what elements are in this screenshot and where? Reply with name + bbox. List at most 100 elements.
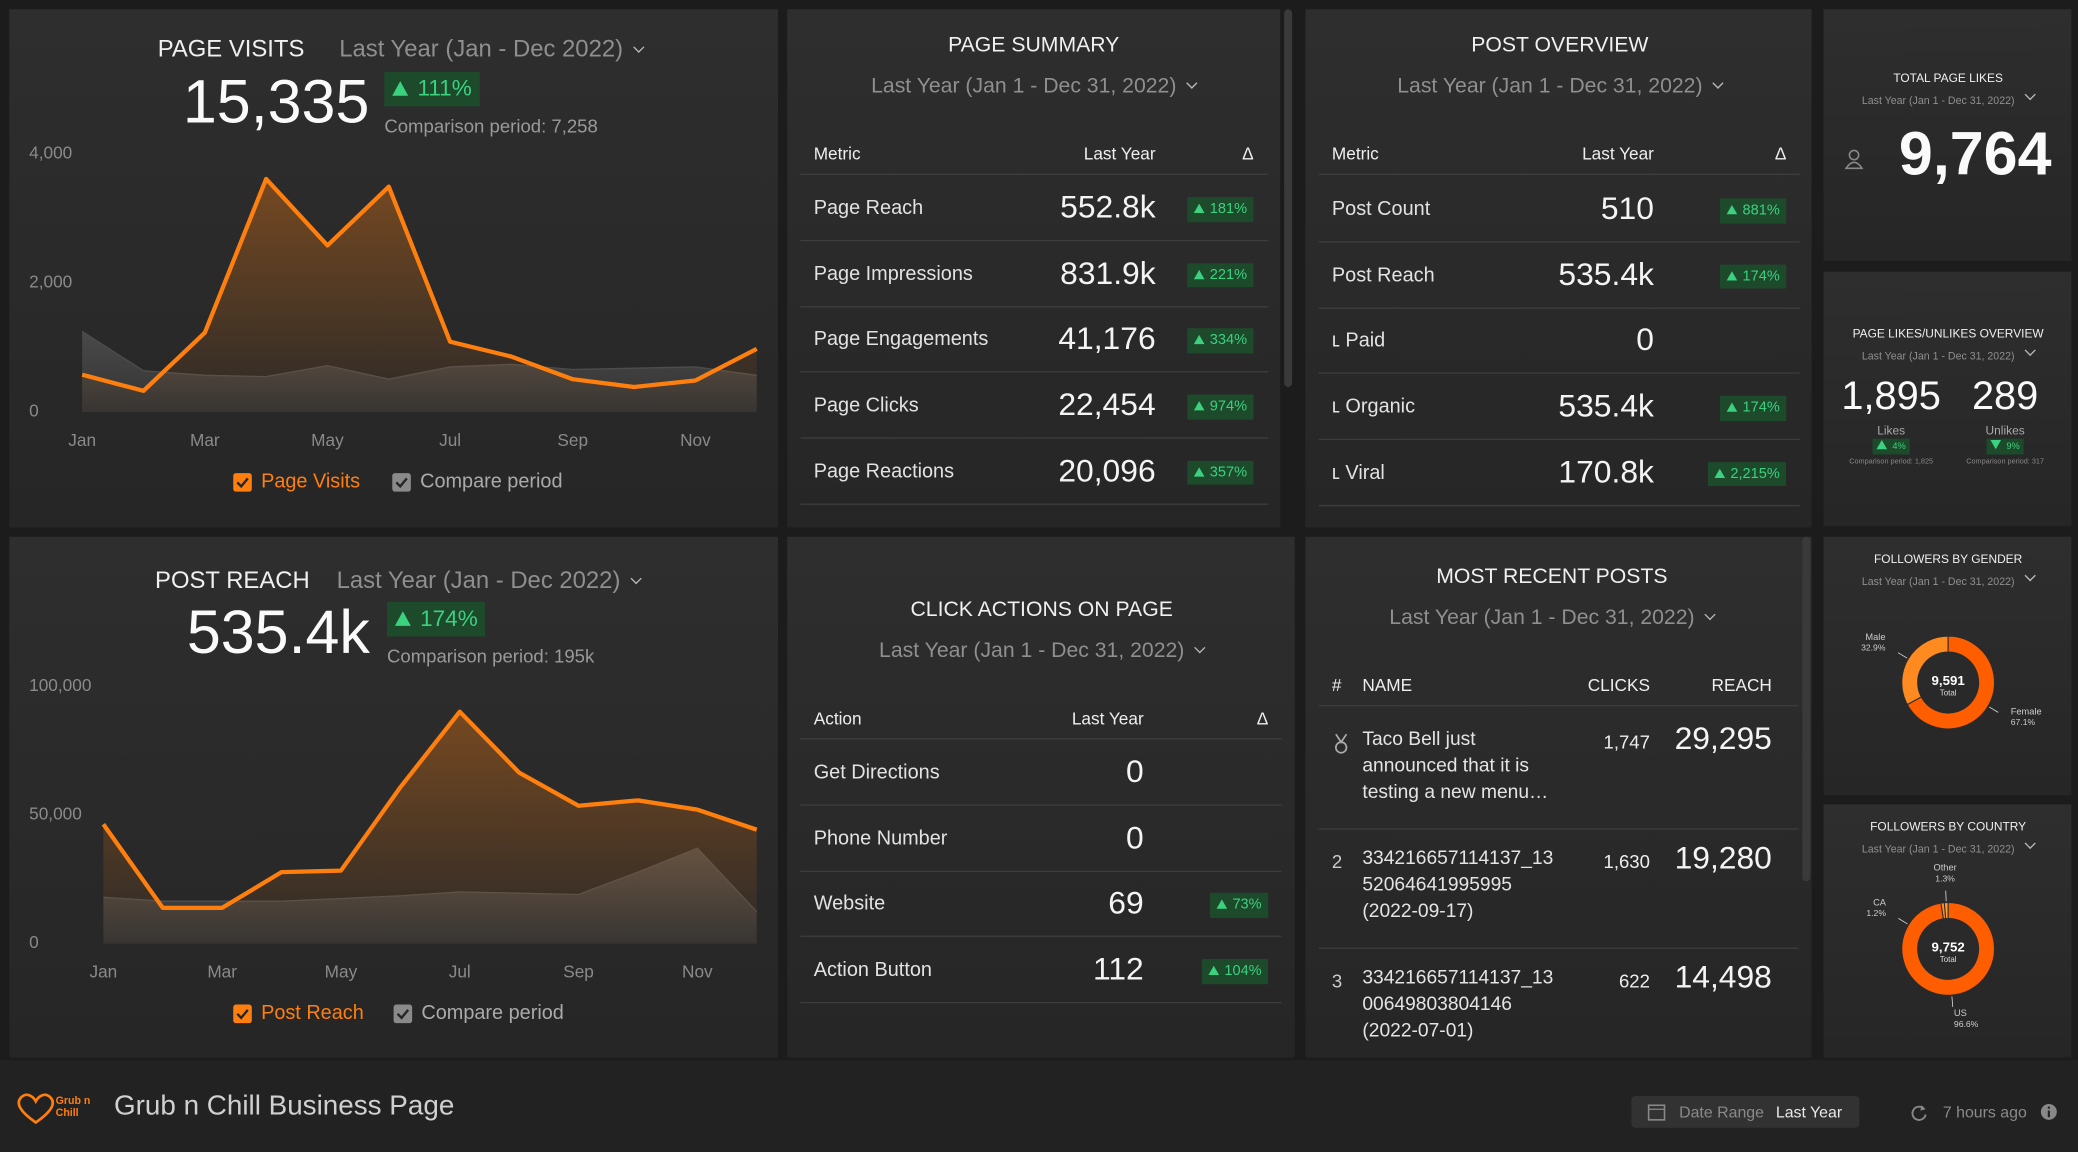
post-reach: 29,295 — [1674, 721, 1772, 757]
column-header: Action — [813, 708, 862, 729]
date-selector[interactable]: Last Year (Jan 1 - Dec 31, 2022) — [879, 640, 1204, 664]
info-icon[interactable] — [2040, 1103, 2059, 1122]
row-value: 552.8k — [1060, 189, 1156, 226]
slice-value: 67.1% — [2011, 717, 2036, 727]
y-tick-label: 100,000 — [29, 675, 91, 695]
column-header: Δ — [1242, 143, 1254, 164]
date-selector[interactable]: Last Year (Jan 1 - Dec 31, 2022) — [1389, 607, 1714, 631]
row-label: Phone Number — [813, 827, 948, 850]
separator — [1318, 828, 1799, 830]
date-range-value[interactable]: Last Year — [1775, 1102, 1843, 1122]
date-selector[interactable]: Last Year (Jan 1 - Dec 31, 2022) — [1862, 576, 2035, 588]
change-badge: 4% — [1872, 438, 1910, 455]
row-label: ʟ Organic — [1331, 395, 1416, 419]
footer: Grub n Chill Grub n Chill Business Page Da… — [0, 1060, 2078, 1152]
x-tick-label: Nov — [682, 961, 713, 981]
x-tick-label: Mar — [207, 961, 237, 981]
x-tick-label: Nov — [680, 430, 711, 450]
x-tick-label: Jul — [439, 430, 461, 450]
post-name: Taco Bell just announced that it is test… — [1362, 728, 1549, 804]
last-updated: 7 hours ago — [1942, 1102, 2027, 1122]
kpi-value: 289 — [1971, 374, 2039, 419]
date-range-button[interactable] — [1631, 1095, 1860, 1128]
row-label: ʟ Paid — [1331, 329, 1386, 353]
date-selector[interactable]: Last Year (Jan - Dec 2022) — [339, 35, 643, 62]
slice-label: CA — [1873, 897, 1887, 907]
date-selector[interactable]: Last Year (Jan 1 - Dec 31, 2022) — [1862, 843, 2035, 855]
post-name: 334216657114137_1352064641995995 (2022-0… — [1362, 848, 1554, 923]
legend-label: Page Visits — [261, 471, 360, 493]
page-visits-widget: PAGE VISITS Last Year (Jan - Dec 2022) 15,… — [9, 9, 778, 528]
brand-logo: Grub n Chill — [55, 1094, 91, 1119]
kpi-value: 9,764 — [1898, 118, 2052, 188]
slice-value: 96.6% — [1954, 1019, 1979, 1029]
column-header: Metric — [813, 143, 861, 164]
separator — [1318, 947, 1799, 949]
post-reach: 14,498 — [1674, 959, 1772, 996]
date-selector[interactable]: Last Year (Jan - Dec 2022) — [337, 567, 641, 594]
separator — [1318, 438, 1800, 441]
y-tick-label: 0 — [29, 401, 39, 421]
widget-title: TOTAL PAGE LIKES — [1893, 71, 2003, 85]
row-label: Website — [813, 892, 886, 916]
widget-title: PAGE SUMMARY — [948, 34, 1120, 57]
separator — [1318, 241, 1800, 243]
refresh-icon[interactable] — [1910, 1104, 1929, 1123]
x-tick-label: Jul — [449, 961, 471, 981]
separator — [800, 804, 1282, 806]
legend-check — [396, 1009, 410, 1020]
change-badge: 2,215% — [1707, 461, 1787, 487]
change-badge: 974% — [1187, 394, 1254, 420]
click-actions-widget: CLICK ACTIONS ON PAGE Last Year (Jan 1 - … — [787, 536, 1295, 1058]
legend-checkbox — [392, 473, 411, 492]
row-label: Page Impressions — [813, 262, 973, 286]
row-label: Get Directions — [813, 761, 940, 784]
date-selector[interactable]: Last Year (Jan 1 - Dec 31, 2022) — [1397, 75, 1722, 99]
date-selector[interactable]: Last Year (Jan 1 - Dec 31, 2022) — [1862, 350, 2035, 362]
widget-title: CLICK ACTIONS ON PAGE — [910, 598, 1173, 622]
widget-title: POST OVERVIEW — [1471, 34, 1649, 57]
change-badge: 174% — [1720, 264, 1787, 289]
kpi-value: 535.4k — [186, 597, 370, 667]
kpi-value: 15,335 — [182, 66, 370, 136]
x-tick-label: Sep — [557, 430, 588, 450]
legend-label: Compare period — [420, 471, 562, 493]
x-tick-label: May — [325, 961, 358, 981]
comparison: Comparison period: 317 — [1966, 458, 2045, 467]
area-chart: 0 50,000 100,000 Jan Mar May Jul Sep Nov Post Rea… — [29, 675, 758, 1024]
y-tick-label: 50,000 — [29, 804, 82, 824]
column-header: CLICKS — [1587, 675, 1650, 696]
row-value: 22,454 — [1058, 387, 1156, 424]
separator — [800, 173, 1269, 175]
comparison: Comparison period: 1,825 — [1849, 458, 1934, 467]
total-likes-widget: TOTAL PAGE LIKES Last Year (Jan 1 - Dec 3… — [1823, 9, 2072, 262]
slice-label: Male — [1865, 632, 1885, 642]
calendar-icon — [1647, 1104, 1666, 1121]
date-selector[interactable]: Last Year (Jan 1 - Dec 31, 2022) — [1862, 95, 2035, 107]
scrollbar[interactable] — [1802, 536, 1811, 882]
separator — [800, 503, 1269, 505]
page-summary-widget: PAGE SUMMARY Last Year (Jan 1 - Dec 31, 2… — [787, 9, 1281, 528]
slice-value: 1.2% — [1866, 908, 1886, 918]
change-badge: 174% — [386, 601, 486, 636]
date-selector[interactable]: Last Year (Jan 1 - Dec 31, 2022) — [871, 75, 1196, 99]
legend-check — [236, 477, 249, 489]
column-header: Metric — [1331, 143, 1379, 164]
change-badge: 357% — [1187, 460, 1254, 486]
column-header: Last Year — [1071, 708, 1144, 729]
scrollbar[interactable] — [1284, 9, 1293, 387]
row-value: 510 — [1600, 191, 1654, 227]
change-badge: 181% — [1187, 197, 1254, 222]
row-value: 535.4k — [1558, 256, 1654, 293]
leader-line — [1898, 918, 1908, 925]
y-tick-label: 2,000 — [29, 271, 72, 291]
row-value: 69 — [1108, 886, 1144, 922]
row-label: Page Clicks — [813, 394, 919, 417]
separator — [800, 1002, 1282, 1004]
widget-title: FOLLOWERS BY COUNTRY — [1870, 820, 2027, 834]
row-label: Action Button — [813, 958, 932, 982]
person-icon — [1844, 149, 1864, 170]
row-value: 831.9k — [1060, 255, 1156, 292]
x-tick-label: Mar — [190, 430, 220, 450]
